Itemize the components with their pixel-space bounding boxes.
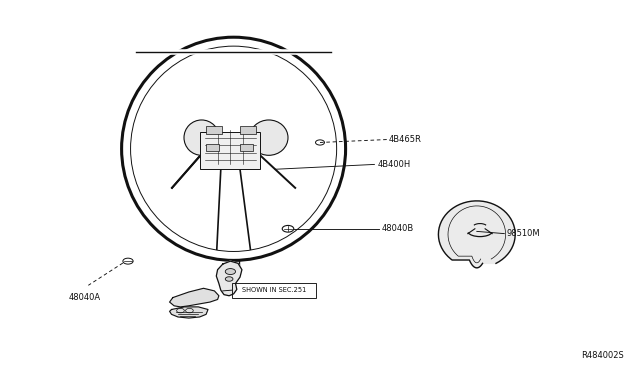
Text: R484002S: R484002S [581,351,624,360]
Ellipse shape [250,120,288,155]
Circle shape [225,277,233,281]
Polygon shape [438,201,515,268]
Text: 98510M: 98510M [506,229,540,238]
Ellipse shape [184,120,219,155]
Polygon shape [216,261,242,296]
Text: 4B465R: 4B465R [389,135,422,144]
Bar [232,283,316,298]
Text: 4B400H: 4B400H [378,160,411,169]
Bar [200,132,260,169]
Text: SHOWN IN SEC.251: SHOWN IN SEC.251 [242,287,306,293]
Polygon shape [170,288,219,307]
Bar [240,144,253,151]
Polygon shape [170,307,208,318]
Text: 48040A: 48040A [69,293,101,302]
Text: 48040B: 48040B [382,224,414,233]
Bar [240,126,256,134]
Bar [206,144,219,151]
Circle shape [225,269,236,275]
Bar [206,126,222,134]
